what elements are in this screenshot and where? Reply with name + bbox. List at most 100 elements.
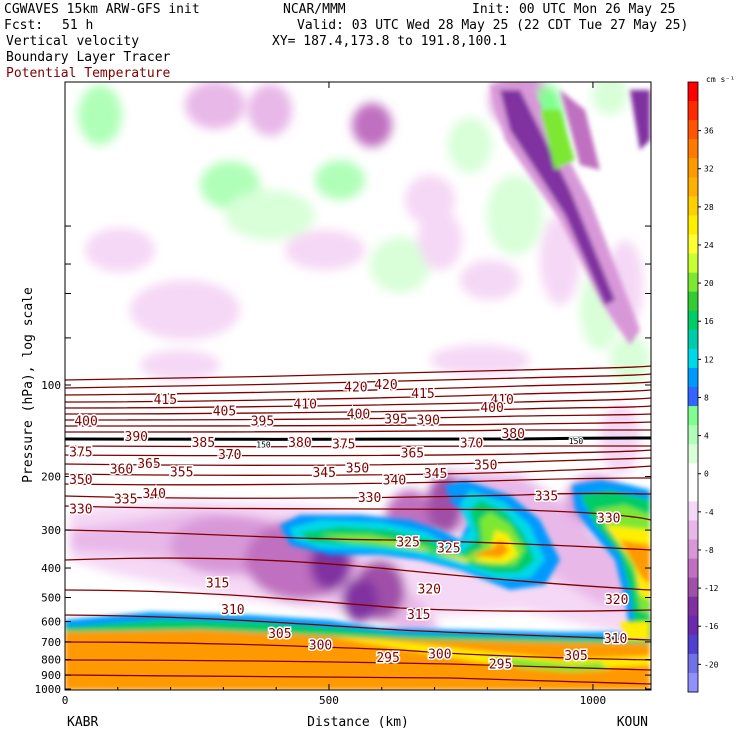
y-tick-label: 600: [41, 616, 61, 629]
theta-label: 410: [293, 398, 316, 413]
theta-label: 335: [535, 490, 558, 505]
theta-label: 415: [154, 393, 177, 408]
theta-label: 365: [137, 457, 160, 472]
right-endpoint-station: KOUN: [617, 715, 648, 730]
colorbar-swatch: [688, 329, 698, 350]
colorbar-unit: cm s⁻¹: [706, 75, 735, 84]
theta-label: 375: [332, 438, 355, 453]
theta-label: 380: [501, 427, 524, 442]
colorbar-swatch: [688, 177, 698, 197]
colorbar-swatch: [688, 272, 698, 293]
theta-label: 310: [221, 603, 244, 618]
colorbar-swatch: [688, 234, 698, 255]
colorbar-swatch: [688, 139, 698, 159]
colorbar-swatch: [688, 463, 698, 483]
left-endpoint-station: KABR: [67, 715, 98, 730]
colorbar-tick-label: 32: [704, 165, 714, 174]
colorbar-tick-label: -20: [704, 660, 719, 669]
field-potential-temperature: Potential Temperature: [6, 66, 171, 81]
colorbar-swatch: [688, 158, 698, 178]
valid-time: Valid: 03 UTC Wed 28 May 25 (22 CDT Tue …: [297, 18, 689, 33]
field-vertical-velocity: Vertical velocity: [6, 34, 140, 49]
theta-label: 395: [251, 415, 274, 430]
colorbar-tick-label: 12: [704, 355, 714, 364]
colorbar-swatch: [688, 101, 698, 121]
colorbar-tick-label: 36: [704, 127, 714, 136]
colorbar-swatch: [688, 501, 698, 521]
theta-label: 340: [383, 473, 406, 488]
theta-label: 325: [437, 541, 460, 556]
init-time: Init: 00 UTC Mon 26 May 25: [472, 2, 676, 17]
colorbar-swatch: [688, 672, 698, 693]
y-tick-label: 400: [41, 562, 61, 575]
organization-label: NCAR/MMM: [283, 2, 346, 17]
colorbar-swatch: [688, 577, 698, 598]
colorbar-tick-label: -12: [704, 584, 719, 593]
colorbar-swatch: [688, 558, 698, 579]
colorbar-swatch: [688, 425, 698, 445]
theta-label: 305: [564, 649, 587, 664]
theta-label: 350: [474, 459, 497, 474]
theta-label: 315: [206, 577, 229, 592]
theta-label: 320: [418, 582, 441, 597]
colorbar-tick-label: -8: [704, 546, 714, 555]
theta-label: 370: [218, 448, 241, 463]
x-axis-label: Distance (km): [307, 715, 409, 730]
x-tick-label: 0: [62, 694, 69, 707]
colorbar-swatch: [688, 82, 698, 102]
x-tick-label: 1000: [580, 694, 607, 707]
theta-label: 395: [384, 413, 407, 428]
colorbar-swatch: [688, 215, 698, 235]
y-tick-label: 1000: [35, 683, 62, 696]
colorbar-tick-label: 0: [704, 470, 709, 479]
theta-label: 320: [605, 593, 628, 608]
theta-label: 295: [376, 651, 399, 666]
colorbar-swatch: [688, 367, 698, 388]
y-tick-label: 100: [41, 379, 61, 392]
theta-contours: [65, 365, 651, 685]
model-title: CGWAVES 15km ARW-GFS init: [4, 2, 200, 17]
forecast-hour: 51 h: [62, 18, 94, 33]
colorbar-frame: [687, 81, 699, 693]
colorbar-swatch: [688, 387, 698, 407]
theta-label: 325: [396, 536, 419, 551]
colorbar-swatch: [688, 539, 698, 560]
theta-label: 405: [213, 404, 236, 419]
theta-label: 350: [69, 473, 92, 488]
theta-label: 410: [490, 393, 513, 408]
theta-label: 345: [312, 466, 335, 481]
theta-label: 305: [268, 627, 291, 642]
y-tick-label: 900: [41, 669, 61, 682]
colorbar-tick-label: 8: [704, 393, 709, 402]
y-tick-label: 800: [41, 654, 61, 667]
theta-label: 385: [192, 436, 215, 451]
theta-label: 415: [411, 387, 434, 402]
colorbar-tick-label: 4: [704, 432, 709, 441]
colorbar-tick-label: 16: [704, 317, 714, 326]
colorbar-tick-label: -16: [704, 622, 719, 631]
theta-label: 300: [428, 647, 451, 662]
theta-label: 390: [416, 414, 439, 429]
colorbar-swatch: [688, 291, 698, 312]
theta-label: 400: [480, 401, 503, 416]
theta-label: 390: [125, 430, 148, 445]
theta-label: 420: [374, 378, 397, 393]
theta-label: 355: [170, 465, 193, 480]
colorbar-tick-label: 20: [704, 279, 714, 288]
colorbar-swatch: [688, 482, 698, 502]
theta-label: 370: [460, 437, 483, 452]
distance-axis: 0 500 1000: [62, 82, 647, 707]
theta-label: 380: [288, 436, 311, 451]
colorbar-swatch: [688, 634, 698, 655]
tracer-label: 150: [569, 437, 584, 446]
theta-label: 295: [489, 657, 512, 672]
plot-frame: [64, 81, 652, 691]
theta-label: 310: [604, 632, 627, 647]
theta-label: 300: [309, 639, 332, 654]
theta-label: 335: [114, 492, 137, 507]
theta-label: 330: [69, 503, 92, 518]
y-tick-label: 700: [41, 636, 61, 649]
colorbar-swatch: [688, 520, 698, 540]
